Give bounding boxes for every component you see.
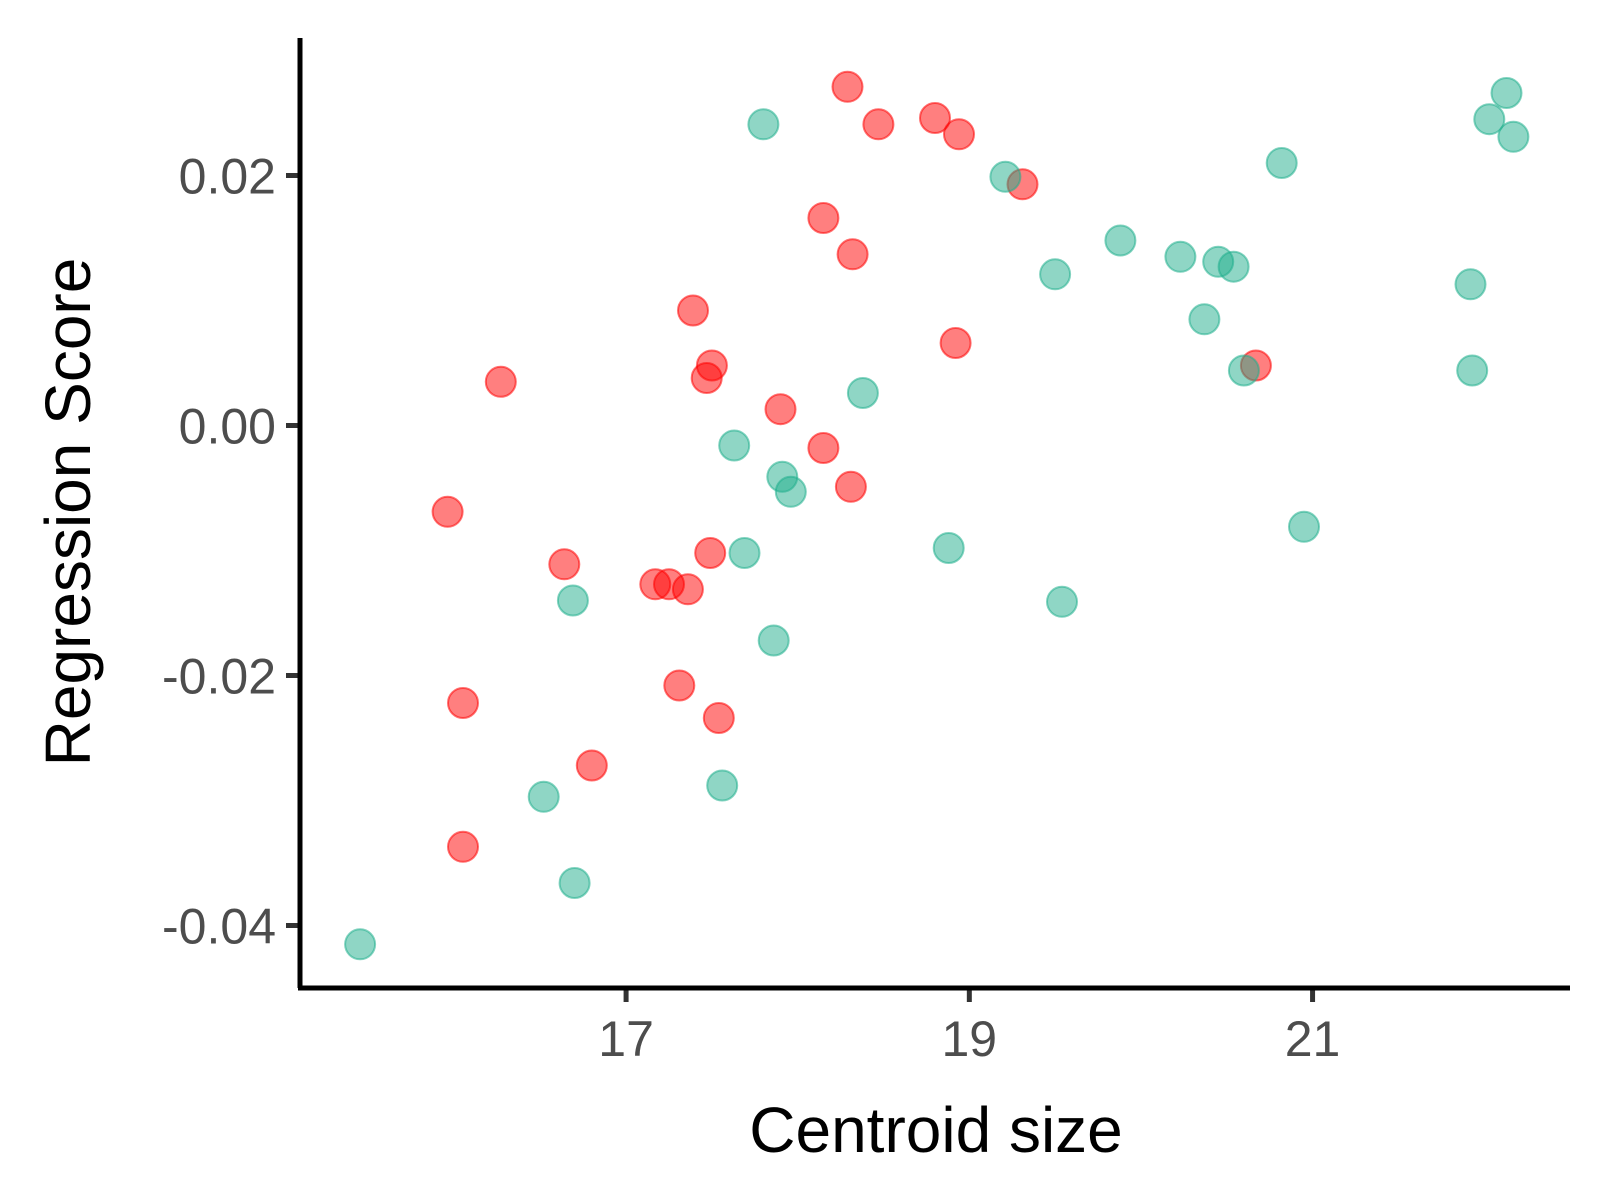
data-point-s2-10 bbox=[1217, 250, 1250, 283]
data-point-s1-23 bbox=[447, 687, 479, 719]
data-point-s2-22 bbox=[1288, 510, 1320, 543]
data-point-s2-19 bbox=[774, 475, 807, 508]
x-tick-label-17: 17 bbox=[598, 1011, 654, 1067]
data-point-s1-12 bbox=[484, 365, 517, 398]
data-point-s1-1 bbox=[831, 70, 864, 103]
x-tick-label-19: 19 bbox=[942, 1011, 998, 1067]
data-point-s1-9 bbox=[939, 327, 972, 359]
x-axis-title: Centroid size bbox=[749, 1094, 1123, 1166]
data-point-s2-11 bbox=[1039, 258, 1072, 291]
data-point-s2-15 bbox=[1456, 354, 1489, 387]
data-point-s1-24 bbox=[702, 702, 735, 734]
data-point-s2-1 bbox=[747, 108, 780, 141]
data-point-s2-20 bbox=[932, 532, 965, 564]
data-point-s2-17 bbox=[718, 429, 751, 462]
data-point-s2-26 bbox=[706, 769, 739, 802]
data-point-s2-23 bbox=[556, 584, 589, 617]
points-layer bbox=[344, 70, 1530, 961]
data-point-s1-6 bbox=[807, 202, 840, 234]
x-tick-label-21: 21 bbox=[1285, 1011, 1341, 1067]
data-point-s2-16 bbox=[846, 377, 879, 409]
data-point-s2-6 bbox=[1497, 120, 1530, 153]
data-point-s2-7 bbox=[1104, 224, 1137, 257]
data-point-s1-22 bbox=[663, 669, 696, 702]
data-point-s2-2 bbox=[989, 160, 1022, 193]
data-point-s2-13 bbox=[1188, 303, 1221, 336]
data-point-s1-14 bbox=[807, 432, 840, 464]
data-point-s1-7 bbox=[836, 238, 869, 271]
y-tick-label-0.00: 0.00 bbox=[179, 399, 276, 455]
data-point-s2-12 bbox=[1454, 268, 1487, 301]
data-point-s1-11 bbox=[690, 362, 723, 394]
data-point-s1-25 bbox=[575, 749, 608, 782]
data-point-s1-16 bbox=[431, 495, 464, 528]
data-point-s2-29 bbox=[344, 928, 377, 961]
data-point-s1-18 bbox=[694, 537, 727, 569]
data-point-s1-8 bbox=[677, 294, 709, 327]
data-point-s2-5 bbox=[1473, 103, 1506, 136]
data-point-s2-27 bbox=[527, 780, 560, 813]
data-point-s2-8 bbox=[1164, 240, 1197, 273]
data-point-s2-3 bbox=[1265, 147, 1298, 179]
data-point-s1-4 bbox=[943, 118, 975, 151]
y-tick-label--0.04: -0.04 bbox=[162, 899, 276, 955]
data-point-s2-21 bbox=[728, 537, 761, 569]
data-point-s1-21 bbox=[671, 573, 704, 606]
data-point-s1-17 bbox=[548, 548, 581, 581]
data-point-s1-13 bbox=[764, 393, 797, 426]
data-point-s2-14 bbox=[1227, 354, 1260, 387]
y-tick-label-0.02: 0.02 bbox=[179, 149, 276, 205]
data-point-s2-4 bbox=[1490, 77, 1523, 109]
data-point-s1-2 bbox=[862, 108, 895, 141]
data-point-s2-28 bbox=[558, 867, 591, 899]
data-point-s1-3 bbox=[919, 102, 951, 134]
data-point-s2-24 bbox=[1046, 585, 1078, 618]
data-point-s1-26 bbox=[447, 830, 479, 863]
data-point-s2-25 bbox=[757, 624, 790, 657]
ticks-layer: 17 19 21 0.02 0.00 -0.02 -0.04 bbox=[162, 149, 1340, 1068]
data-point-s1-15 bbox=[834, 470, 867, 503]
y-tick-label--0.02: -0.02 bbox=[162, 649, 276, 705]
y-axis-title: Regression Score bbox=[32, 258, 104, 767]
